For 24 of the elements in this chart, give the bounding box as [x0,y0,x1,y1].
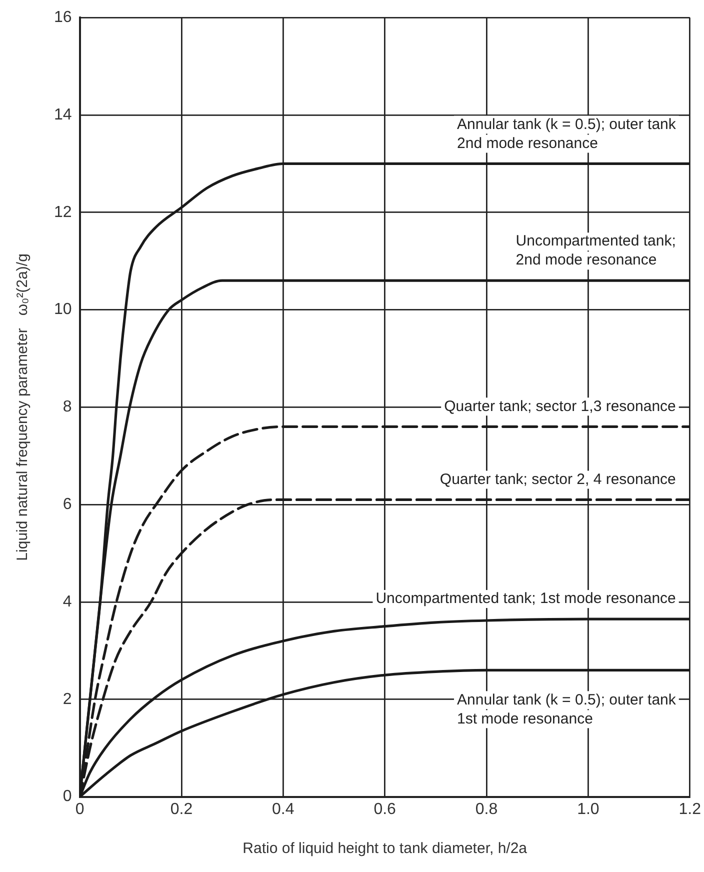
y-tick-label: 2 [62,690,72,708]
y-tick-label: 8 [62,398,72,416]
annotation: Annular tank (k = 0.5); outer tank 2nd mode resonance [457,116,676,152]
y-tick-label: 0 [62,788,72,806]
y-tick-label: 4 [62,593,72,610]
annotation: Annular tank (k = 0.5); outer tank 1st mode resonance [457,691,676,728]
x-axis-title: Ratio of liquid height to tank diameter, h/2a [242,840,528,858]
x-tick-label: 0.2 [170,800,193,818]
y-axis-title: Liquid natural frequency parameter ω₀²(2a)/g [14,254,32,561]
annotation: Quarter tank; sector 1,3 resonance [444,398,676,415]
annotation: Uncompartmented tank; 2nd mode resonance [516,232,676,269]
y-tick-label: 12 [54,204,72,221]
x-tick-label: 0.4 [272,800,294,818]
x-tick-label: 1.2 [678,800,702,818]
annotation: Uncompartmented tank; 1st mode resonance [376,590,676,608]
x-tick-label: 0 [75,800,84,818]
y-tick-label: 10 [54,301,72,318]
x-tick-label: 1.0 [577,800,600,818]
y-tick-label: 14 [54,106,72,124]
y-tick-label: 6 [62,496,72,514]
annotation: Quarter tank; sector 2, 4 resonance [440,470,676,488]
x-tick-label: 0.6 [374,800,396,818]
x-tick-label: 0.8 [475,800,498,818]
y-tick-label: 16 [54,9,72,26]
